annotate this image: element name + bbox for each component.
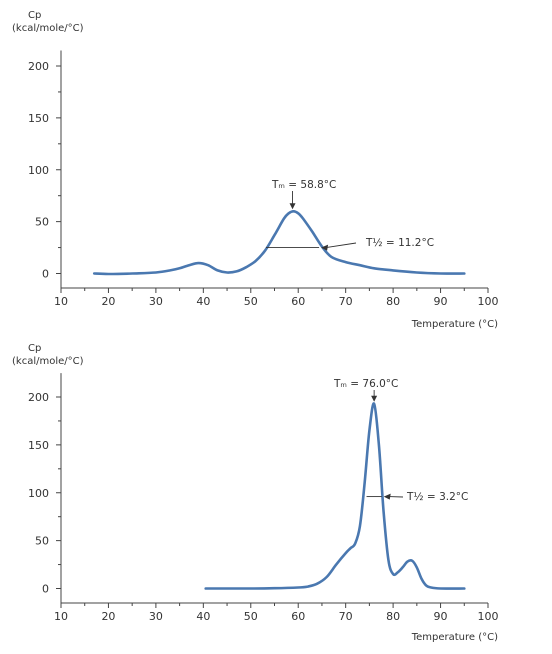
y-tick-label: 50 [35, 216, 49, 229]
x-tick-label: 70 [339, 610, 353, 623]
thalf-annotation-label: T½ = 3.2°C [406, 491, 468, 503]
x-tick-label: 100 [478, 610, 499, 623]
y-axis-title-line1: Cp [28, 10, 41, 21]
cp-curve [92, 210, 466, 276]
y-tick-label: 50 [35, 535, 49, 548]
x-tick-label: 20 [101, 610, 115, 623]
x-axis-title: Temperature (°C) [411, 632, 498, 643]
y-tick-label: 100 [28, 164, 49, 177]
cp-curve [204, 402, 466, 590]
x-tick-label: 10 [54, 295, 68, 308]
x-tick-label: 30 [149, 610, 163, 623]
y-axis-title-line2: (kcal/mole/°C) [12, 356, 84, 367]
x-tick-label: 40 [196, 295, 210, 308]
x-tick-label: 90 [434, 295, 448, 308]
y-tick-label: 0 [42, 268, 49, 281]
y-tick-label: 200 [28, 60, 49, 73]
x-tick-label: 60 [291, 295, 305, 308]
chart-bottom: Cp (kcal/mole/°C) Temperature (°C) Tₘ = … [12, 343, 499, 643]
y-tick-label: 200 [28, 391, 49, 404]
y-tick-label: 100 [28, 487, 49, 500]
thalf-arrowhead [383, 493, 391, 500]
chart-top: Cp (kcal/mole/°C) Temperature (°C) Tₘ = … [12, 10, 499, 330]
x-tick-label: 70 [339, 295, 353, 308]
tm-arrowhead [289, 203, 296, 210]
x-tick-label: 40 [196, 610, 210, 623]
y-tick-label: 150 [28, 112, 49, 125]
y-axis-title-line2: (kcal/mole/°C) [12, 23, 84, 34]
x-tick-label: 60 [291, 610, 305, 623]
x-tick-label: 20 [101, 295, 115, 308]
x-tick-label: 100 [478, 295, 499, 308]
tm-arrowhead [371, 395, 378, 402]
x-tick-label: 50 [244, 610, 258, 623]
x-tick-label: 10 [54, 610, 68, 623]
tm-annotation-label: Tₘ = 58.8°C [271, 179, 336, 191]
x-tick-label: 80 [386, 295, 400, 308]
y-axis-title-line1: Cp [28, 343, 41, 354]
x-axis-title: Temperature (°C) [411, 319, 498, 330]
x-tick-label: 30 [149, 295, 163, 308]
y-tick-label: 0 [42, 583, 49, 596]
tm-annotation-label: Tₘ = 76.0°C [333, 378, 398, 390]
y-tick-label: 150 [28, 439, 49, 452]
thalf-leader-line [326, 242, 357, 249]
x-tick-label: 80 [386, 610, 400, 623]
thalf-arrowhead [321, 244, 329, 251]
x-tick-label: 90 [434, 610, 448, 623]
x-tick-label: 50 [244, 295, 258, 308]
thalf-annotation-label: T½ = 11.2°C [365, 237, 434, 249]
